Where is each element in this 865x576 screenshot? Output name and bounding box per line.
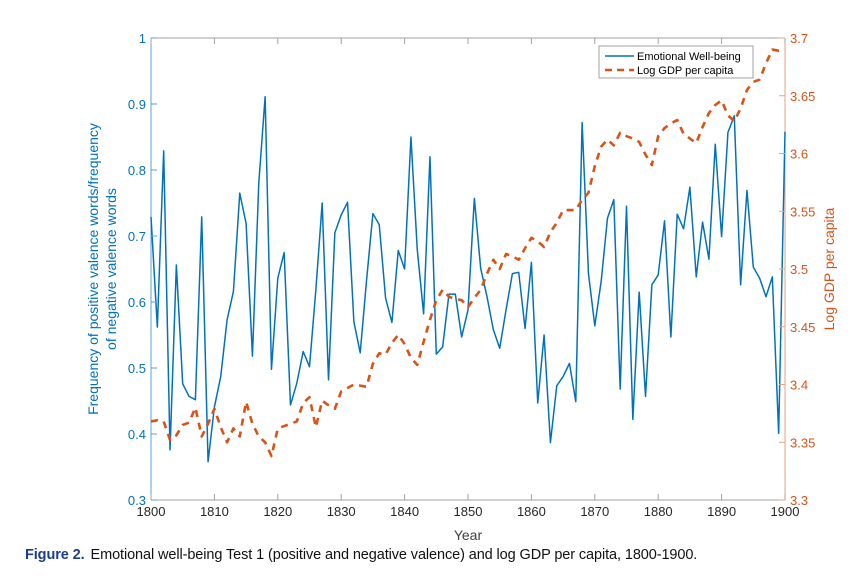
right-y-tick-label: 3.4 [790,378,808,393]
x-tick-label: 1800 [137,504,166,519]
left-axis-title-line-2: of negative valence words [103,188,119,350]
series-layer [150,48,786,463]
x-tick-label: 1860 [517,504,546,519]
left-y-tick-label: 0.4 [128,427,146,442]
left-y-tick-label: 1 [139,31,146,46]
right-y-tick-label: 3.7 [790,31,808,46]
left-y-tick-label: 0.3 [128,493,146,508]
left-axis-title-line-1: Frequency of positive valence words/freq… [85,123,101,415]
x-axis-title: Year [454,527,483,543]
left-y-tick-label: 0.9 [128,97,146,112]
right-y-tick-label: 3.3 [790,493,808,508]
left-y-tick-label: 0.5 [128,361,146,376]
x-tick-label: 1890 [707,504,736,519]
axes [150,37,786,501]
left-y-tick-label: 0.6 [128,295,146,310]
left-y-tick-label: 0.7 [128,229,146,244]
figure-caption: Figure 2. Emotional well-being Test 1 (po… [25,547,697,563]
x-tick-label: 1850 [454,504,483,519]
right-y-tick-label: 3.5 [790,262,808,277]
left-axis-title: Frequency of positive valence words/freq… [85,123,119,415]
left-y-tick-label: 0.8 [128,163,146,178]
right-y-tick-label: 3.55 [790,204,815,219]
x-tick-label: 1900 [771,504,800,519]
x-tick-label: 1810 [200,504,229,519]
legend: Emotional Well-being Log GDP per capita [598,45,754,79]
right-y-tick-label: 3.45 [790,320,815,335]
right-y-tick-label: 3.65 [790,89,815,104]
legend-box [598,45,754,79]
series-line-log-gdp-per-capita [150,48,786,458]
x-tick-label: 1840 [390,504,419,519]
series-points-log-gdp-per-capita [150,49,786,458]
figure-label: Figure 2. [25,547,85,563]
series-line-emotional-well-being [150,95,786,463]
x-tick-label: 1880 [644,504,673,519]
x-tick-label: 1830 [327,504,356,519]
x-tick-label: 1870 [580,504,609,519]
right-y-tick-label: 3.6 [790,147,808,162]
figure-caption-text: Emotional well-being Test 1 (positive an… [90,547,698,563]
x-tick-label: 1820 [263,504,292,519]
legend-label-emotional-well-being: Emotional Well-being [637,51,741,63]
right-y-tick-label: 3.35 [790,435,815,450]
legend-label-log-gdp: Log GDP per capita [637,65,734,77]
ticks-layer: 1800 1810 1820 1830 1840 1850 1860 1870 1880 1890… [128,31,815,519]
right-axis-title: Log GDP per capita [821,207,837,330]
